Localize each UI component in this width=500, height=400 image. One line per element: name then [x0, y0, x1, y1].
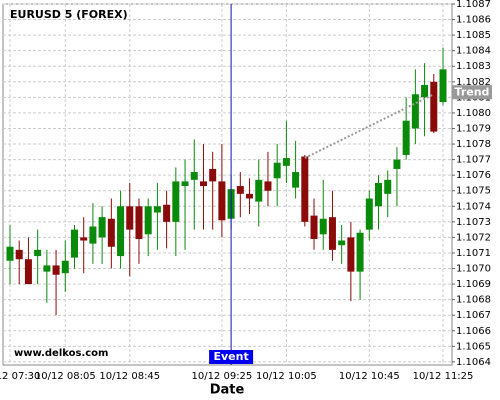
candle-body — [246, 193, 254, 199]
candle-body — [144, 206, 152, 235]
candle-body — [34, 249, 42, 257]
chart-title: EURUSD 5 (FOREX) — [10, 8, 128, 21]
y-tick-label: 1.1065 — [456, 341, 491, 352]
event-label-box — [209, 350, 254, 364]
candle-body — [282, 158, 290, 166]
y-tick-label: 1.1086 — [456, 15, 491, 26]
y-tick-label: 1.1064 — [456, 357, 491, 368]
y-tick-label: 1.1083 — [456, 61, 491, 72]
candle-body — [98, 217, 106, 238]
y-tick-label: 1.1070 — [456, 264, 491, 275]
candle-body — [135, 206, 143, 239]
x-tick-label: 10/12 10:05 — [256, 371, 317, 382]
candle-body — [310, 215, 318, 239]
x-tick-label: 10/12 10:45 — [339, 371, 400, 382]
candle-body — [347, 237, 355, 272]
candle-body — [117, 206, 125, 257]
candle-body — [301, 156, 309, 222]
y-tick-label: 1.1076 — [456, 170, 491, 181]
event-label: Event — [213, 350, 248, 363]
y-tick-label: 1.1079 — [456, 123, 491, 134]
candle-body — [375, 182, 383, 207]
candle-body — [199, 181, 207, 187]
y-tick-label: 1.1077 — [456, 155, 491, 166]
candle-body — [393, 159, 401, 169]
x-tick-label: 10/12 11:25 — [413, 371, 474, 382]
y-tick-label: 1.1071 — [456, 248, 491, 259]
candle-body — [61, 260, 69, 274]
y-tick-label: 1.1074 — [456, 201, 491, 212]
candle-body — [70, 229, 78, 258]
candle-body — [52, 265, 60, 275]
candle-body — [328, 217, 336, 250]
candle-body — [402, 120, 410, 155]
y-tick-label: 1.1066 — [456, 326, 491, 337]
y-tick-label: 1.1073 — [456, 217, 491, 228]
y-tick-label: 1.1085 — [456, 30, 491, 41]
candle-body — [218, 181, 226, 221]
candle-body — [43, 265, 51, 272]
candle-body — [365, 198, 373, 230]
y-tick-label: 1.1075 — [456, 186, 491, 197]
candle-body — [255, 179, 263, 202]
y-tick-label: 1.1080 — [456, 108, 491, 119]
x-tick-label: 10/12 08:05 — [35, 371, 96, 382]
candle-body — [236, 186, 244, 194]
candle-body — [172, 181, 180, 222]
candle-body — [153, 206, 161, 213]
candle-body — [163, 204, 171, 222]
candle-body — [356, 232, 364, 272]
y-tick-label: 1.1069 — [456, 279, 491, 290]
candle-body — [421, 84, 429, 98]
candle-body — [181, 181, 189, 187]
candle-body — [6, 246, 14, 261]
y-tick-label: 1.1067 — [456, 310, 491, 321]
candle-body — [107, 218, 115, 247]
candle-body — [264, 181, 272, 191]
candle-body — [209, 168, 217, 182]
candle-body — [80, 237, 88, 241]
y-tick-label: 1.1082 — [456, 77, 491, 88]
candle-body — [384, 179, 392, 194]
candle-body — [190, 172, 198, 180]
y-tick-label: 1.1072 — [456, 232, 491, 243]
candle-body — [273, 162, 281, 179]
y-tick-label: 1.1084 — [456, 46, 491, 57]
y-tick-label: 1.1078 — [456, 139, 491, 150]
candle-body — [430, 81, 438, 132]
candle-body — [338, 240, 346, 246]
y-tick-label: 1.1068 — [456, 295, 491, 306]
candle-body — [15, 249, 23, 260]
y-tick-label: 1.1087 — [456, 0, 491, 10]
x-tick-label: 10/12 09:25 — [191, 371, 252, 382]
candle-body — [126, 206, 134, 230]
candle-body — [292, 172, 300, 188]
x-tick-label: 10/12 08:45 — [99, 371, 160, 382]
x-axis-title: Date — [210, 383, 245, 398]
candle-body — [24, 259, 32, 285]
candle-body — [439, 69, 447, 103]
candle-body — [319, 218, 327, 235]
watermark: www.delkos.com — [14, 348, 108, 359]
candle-body — [411, 94, 419, 129]
candle-body — [89, 226, 97, 244]
trend-label-box — [452, 85, 492, 100]
trend-label: Trend — [455, 85, 490, 98]
x-tick-label: 10/12 07:30 — [0, 371, 40, 382]
